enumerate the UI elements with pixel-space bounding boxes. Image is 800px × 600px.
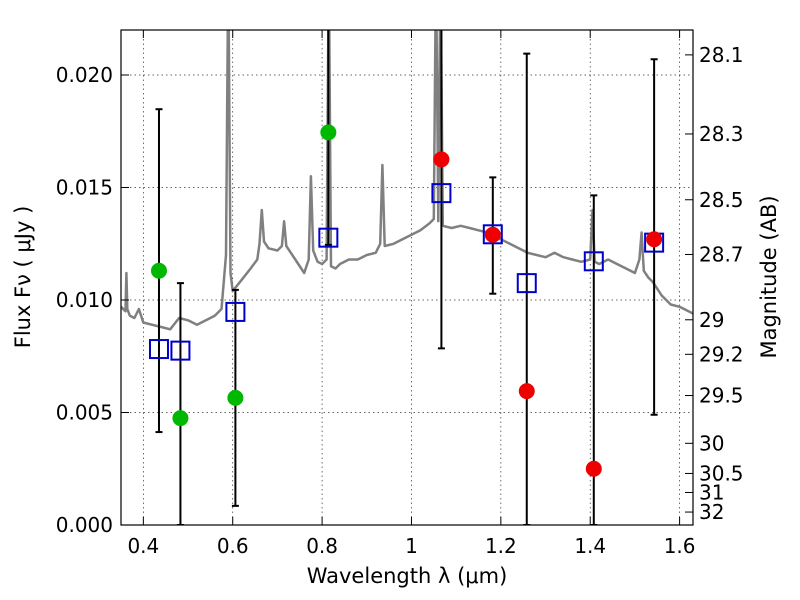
mag-tick-label: 29.5 — [699, 384, 744, 408]
model-square — [516, 273, 537, 294]
x-tick-label: 0.8 — [306, 534, 338, 558]
x-tick-label: 1.2 — [485, 534, 517, 558]
mag-tick-label: 28.5 — [699, 188, 744, 212]
y-axis-label: Flux Fν ( μJy ) — [11, 206, 35, 349]
y-tick-label: 0.000 — [56, 513, 113, 537]
observed-point-green — [172, 410, 189, 427]
model-square — [225, 301, 246, 322]
x-tick-label: 1.6 — [664, 534, 696, 558]
y-tick-label: 0.020 — [56, 63, 113, 87]
tick-labels: 0.4 0.6 0.8 1 1.2 1.4 1.6 0.000 0.005 0.010 0.015 0… — [56, 43, 744, 558]
x-tick-label: 0.4 — [127, 534, 159, 558]
y-axis-right-label: Magnitude (AB) — [757, 195, 781, 358]
mag-tick-label: 31 — [699, 480, 724, 504]
x-tick-label: 1.4 — [574, 534, 606, 558]
mag-tick-label: 30 — [699, 431, 724, 455]
mag-tick-label: 28.3 — [699, 122, 744, 146]
model-square — [170, 340, 191, 361]
observed-point-green — [320, 124, 337, 141]
mag-tick-label: 32 — [699, 500, 724, 524]
mag-tick-label: 29.2 — [699, 342, 744, 366]
y-tick-label: 0.010 — [56, 288, 113, 312]
model-square — [431, 183, 452, 204]
observed-point-red — [484, 226, 501, 243]
observed-point-red — [585, 460, 602, 477]
y-tick-label: 0.005 — [56, 401, 113, 425]
axis-ticks — [121, 30, 693, 526]
x-tick-label: 0.6 — [217, 534, 249, 558]
observed-point-red — [518, 383, 535, 400]
x-tick-label: 1 — [405, 534, 418, 558]
grid-lines — [121, 30, 693, 526]
mag-tick-label: 30.5 — [699, 461, 744, 485]
template-spectrum-line — [121, 30, 693, 331]
mag-tick-label: 29 — [699, 308, 724, 332]
observed-point-green — [227, 389, 244, 406]
observed-point-red — [646, 231, 663, 248]
model-square — [318, 227, 339, 248]
plot-frame — [120, 29, 694, 526]
model-square — [148, 339, 169, 360]
plot-background — [121, 30, 693, 525]
model-square — [482, 224, 503, 245]
mag-tick-label: 28.7 — [699, 242, 744, 266]
observed-point-red — [433, 151, 450, 168]
mag-tick-label: 28.1 — [699, 43, 744, 67]
data-layer — [121, 30, 693, 525]
y-tick-label: 0.015 — [56, 176, 113, 200]
x-axis-label: Wavelength λ (μm) — [307, 564, 508, 588]
observed-point-green — [150, 262, 167, 279]
model-square — [583, 251, 604, 272]
